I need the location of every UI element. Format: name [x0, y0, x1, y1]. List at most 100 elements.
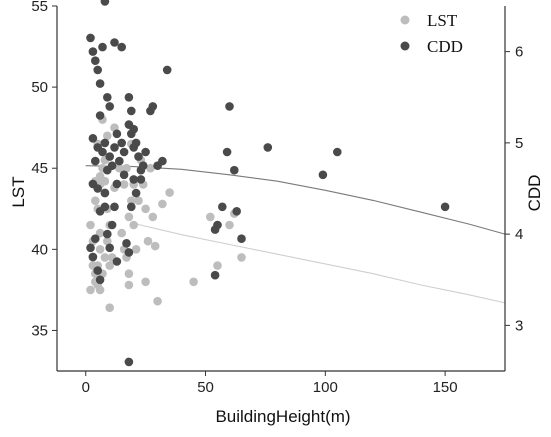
point-cdd	[318, 170, 328, 180]
legend-label-cdd: CDD	[427, 37, 463, 56]
point-cdd	[93, 65, 102, 75]
x-tick-label: 100	[313, 379, 338, 396]
point-lst	[141, 204, 150, 214]
y-right-tick-label: 4	[515, 226, 523, 243]
data-points	[86, 0, 450, 367]
point-cdd	[136, 165, 146, 175]
point-cdd	[124, 93, 134, 102]
point-cdd	[131, 138, 141, 148]
y-left-tick-label: 55	[31, 0, 48, 15]
point-cdd	[95, 79, 105, 88]
point-cdd	[129, 175, 138, 184]
point-cdd	[122, 239, 131, 248]
legend-label-lst: LST	[427, 11, 458, 30]
point-cdd	[86, 243, 95, 253]
point-cdd	[91, 56, 100, 65]
point-cdd	[95, 111, 105, 120]
point-cdd	[127, 202, 136, 212]
point-cdd	[237, 234, 246, 243]
point-cdd	[119, 170, 129, 180]
y-axis-title-left: LST	[9, 176, 28, 207]
y-right-tick-label: 5	[515, 135, 523, 152]
point-lst	[86, 220, 95, 230]
point-cdd	[232, 207, 241, 216]
point-cdd	[91, 234, 100, 243]
point-cdd	[222, 147, 232, 157]
point-cdd	[115, 156, 124, 166]
point-cdd	[110, 143, 119, 152]
point-cdd	[112, 257, 122, 266]
point-cdd	[103, 93, 112, 102]
point-cdd	[210, 270, 220, 280]
point-cdd	[93, 184, 102, 193]
point-cdd	[95, 275, 105, 285]
y-left-tick-label: 45	[31, 160, 48, 177]
point-lst	[103, 131, 112, 141]
point-lst	[95, 228, 105, 238]
y-right-tick-label: 6	[515, 44, 523, 61]
point-lst	[131, 245, 141, 254]
point-cdd	[112, 179, 122, 189]
point-lst	[86, 285, 95, 295]
x-tick-label: 0	[82, 379, 90, 396]
point-lst	[237, 253, 246, 262]
fit-line-cdd	[85, 165, 506, 235]
point-lst	[206, 212, 215, 222]
point-cdd	[158, 156, 167, 166]
point-cdd	[88, 47, 98, 56]
point-cdd	[105, 102, 114, 111]
point-cdd	[105, 152, 114, 161]
point-lst	[117, 228, 126, 238]
point-lst	[91, 196, 100, 205]
point-lst	[127, 196, 136, 205]
point-cdd	[117, 42, 126, 52]
point-cdd	[107, 220, 117, 230]
legend: LST CDD	[400, 11, 463, 56]
point-cdd	[148, 102, 158, 111]
point-cdd	[100, 138, 110, 148]
point-lst	[100, 176, 110, 186]
y-left-tick-label: 50	[31, 79, 48, 96]
x-tick-label: 50	[197, 379, 214, 396]
point-cdd	[225, 102, 234, 111]
point-lst	[95, 245, 105, 254]
point-lst	[105, 303, 114, 313]
point-cdd	[91, 156, 100, 166]
point-cdd	[134, 152, 143, 161]
point-lst	[189, 277, 198, 287]
point-cdd	[110, 38, 119, 47]
point-cdd	[131, 188, 141, 198]
point-lst	[124, 212, 134, 222]
point-cdd	[210, 225, 220, 234]
point-cdd	[98, 147, 107, 157]
legend-marker-lst	[400, 15, 410, 25]
point-cdd	[107, 161, 117, 170]
point-cdd	[112, 129, 122, 139]
point-cdd	[100, 188, 110, 198]
y-left-tick-label: 35	[31, 322, 48, 339]
point-lst	[124, 280, 134, 290]
point-lst	[165, 188, 174, 197]
point-cdd	[117, 138, 126, 148]
point-lst	[134, 196, 143, 205]
point-lst	[119, 180, 129, 189]
point-cdd	[88, 252, 98, 262]
point-cdd	[93, 266, 102, 275]
point-cdd	[218, 202, 227, 212]
point-cdd	[136, 175, 146, 184]
point-cdd	[88, 134, 98, 143]
point-cdd	[100, 0, 110, 6]
point-lst	[141, 277, 150, 287]
point-cdd	[440, 202, 450, 212]
point-cdd	[162, 65, 172, 75]
point-lst	[124, 269, 134, 279]
point-cdd	[124, 357, 134, 367]
point-lst	[115, 163, 124, 173]
point-cdd	[86, 33, 95, 43]
point-cdd	[141, 147, 150, 157]
point-cdd	[127, 106, 136, 116]
point-cdd	[119, 147, 129, 157]
point-lst	[95, 285, 105, 295]
